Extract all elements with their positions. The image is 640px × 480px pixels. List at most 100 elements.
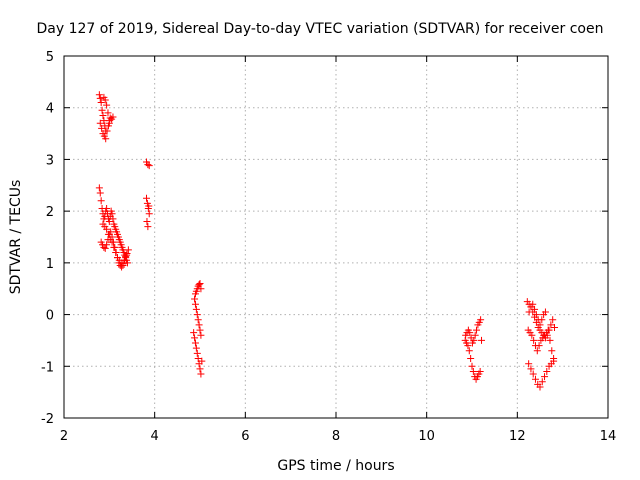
data-point [96, 189, 104, 197]
data-point [541, 373, 549, 381]
data-point [191, 334, 199, 342]
y-tick-label: -2 [41, 412, 54, 427]
data-point [543, 367, 551, 375]
data-point [538, 316, 546, 324]
data-point [191, 300, 199, 308]
data-point [478, 336, 486, 344]
data-point [108, 238, 116, 246]
data-point [477, 316, 485, 324]
x-tick-label: 8 [332, 429, 340, 444]
y-tick-label: 5 [46, 50, 54, 65]
data-point [551, 324, 559, 331]
data-point [144, 161, 152, 169]
data-point [122, 253, 130, 261]
data-point [544, 326, 552, 334]
data-point [528, 331, 536, 339]
grid-lines [64, 56, 608, 418]
data-point [197, 331, 205, 339]
x-axis-title: GPS time / hours [277, 458, 394, 474]
data-point [193, 349, 201, 357]
data-point [109, 113, 117, 121]
y-tick-label: 1 [46, 257, 54, 272]
data-point [103, 101, 111, 109]
data-point [101, 244, 109, 252]
data-point [193, 311, 201, 319]
data-point [197, 370, 205, 378]
x-tick-label: 12 [509, 429, 526, 444]
x-tick-label: 14 [600, 429, 617, 444]
x-tick-label: 4 [151, 429, 159, 444]
data-point [119, 261, 127, 269]
x-tick-label: 6 [241, 429, 249, 444]
data-point [531, 305, 539, 313]
data-point [195, 321, 203, 329]
data-point [532, 311, 540, 319]
data-point [109, 215, 117, 223]
data-point [550, 355, 558, 363]
data-point [194, 355, 202, 363]
data-point [110, 243, 118, 251]
data-point [538, 378, 546, 386]
data-point [96, 119, 104, 127]
data-point [527, 365, 535, 373]
data-point [467, 355, 475, 363]
x-tick-label: 10 [418, 429, 435, 444]
data-point [541, 308, 549, 316]
data-point [143, 194, 151, 202]
data-point [196, 326, 204, 334]
data-point [536, 383, 544, 391]
data-point [191, 339, 199, 347]
data-point [197, 285, 205, 293]
data-point [121, 256, 129, 264]
data-point [98, 124, 106, 132]
data-point [468, 362, 476, 370]
data-point [98, 106, 106, 114]
data-point [104, 230, 112, 238]
data-point [103, 205, 111, 213]
data-point [196, 280, 204, 288]
data-point [465, 347, 473, 355]
data-point [464, 342, 472, 350]
data-point [547, 360, 555, 368]
data-point [536, 321, 544, 329]
data-point [103, 127, 111, 135]
data-point [529, 370, 537, 378]
data-point [525, 360, 533, 368]
data-point [470, 336, 478, 344]
data-point [548, 347, 556, 355]
data-point [108, 210, 116, 218]
data-point [97, 197, 105, 205]
data-point [531, 375, 539, 383]
data-point [99, 111, 107, 119]
data-point [195, 281, 203, 289]
data-point [145, 202, 153, 210]
data-point [469, 367, 477, 375]
data-point [192, 305, 200, 313]
data-point [102, 135, 110, 143]
chart-title: Day 127 of 2019, Sidereal Day-to-day VTE… [37, 21, 604, 37]
data-point [476, 367, 484, 375]
data-points [95, 91, 559, 391]
data-point [124, 246, 132, 254]
y-tick-label: -1 [41, 360, 54, 375]
y-tick-label: 4 [46, 102, 54, 117]
data-point [546, 336, 554, 344]
data-point [95, 91, 103, 99]
data-point [466, 329, 474, 337]
data-point [191, 295, 199, 303]
data-point [194, 316, 202, 324]
data-point [112, 249, 120, 257]
data-point [145, 210, 153, 218]
data-point [104, 109, 112, 117]
data-point [103, 225, 111, 233]
data-point [471, 331, 479, 339]
data-point [190, 329, 198, 337]
data-point [95, 184, 103, 192]
data-point [96, 94, 104, 102]
data-point [144, 223, 152, 231]
y-tick-label: 0 [46, 309, 54, 324]
y-tick-label: 2 [46, 205, 54, 220]
data-point [533, 347, 541, 355]
